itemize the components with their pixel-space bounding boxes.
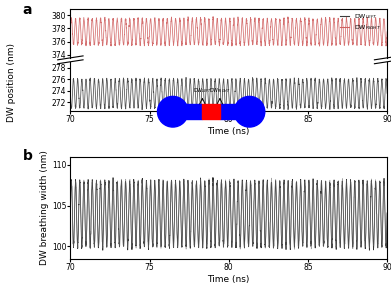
Polygon shape bbox=[220, 104, 249, 119]
Text: a: a bbox=[23, 3, 32, 17]
Text: DW position (nm): DW position (nm) bbox=[7, 43, 16, 122]
Circle shape bbox=[234, 96, 265, 127]
Text: b: b bbox=[23, 148, 33, 163]
X-axis label: Time (ns): Time (ns) bbox=[208, 127, 250, 136]
Polygon shape bbox=[173, 104, 203, 119]
X-axis label: Time (ns): Time (ns) bbox=[208, 275, 250, 284]
Text: DW$_{LEFT}$: DW$_{LEFT}$ bbox=[193, 86, 212, 95]
Text: DW$_{RIGHT}$: DW$_{RIGHT}$ bbox=[209, 86, 231, 95]
Polygon shape bbox=[203, 104, 220, 119]
Circle shape bbox=[158, 96, 188, 127]
Y-axis label: DW breathing width (nm): DW breathing width (nm) bbox=[40, 150, 49, 265]
Legend: DW$_{LEFT}$, DW$_{RIGHT}$: DW$_{LEFT}$, DW$_{RIGHT}$ bbox=[337, 9, 384, 34]
